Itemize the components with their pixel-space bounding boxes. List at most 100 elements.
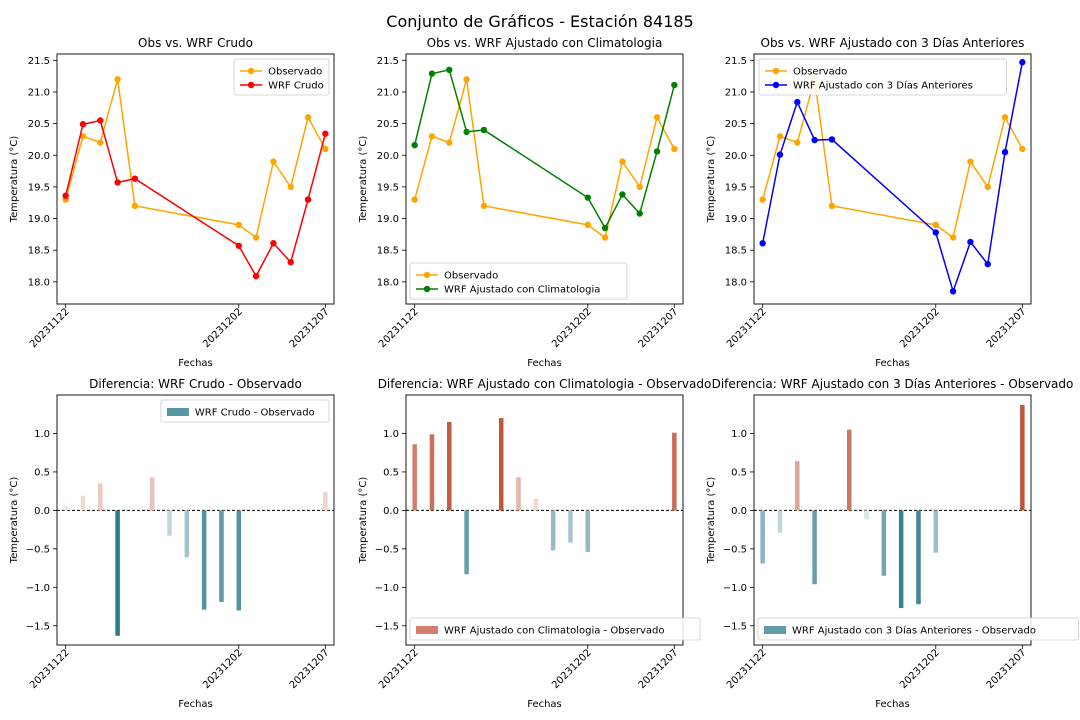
bar <box>812 510 817 585</box>
y-tick-label: −0.5 <box>723 544 747 555</box>
x-tick-label: 20231207 <box>985 306 1029 350</box>
data-point <box>794 139 801 146</box>
bar <box>98 483 103 511</box>
legend-swatch <box>166 408 189 416</box>
data-point <box>776 133 784 140</box>
bar <box>63 505 68 511</box>
data-point <box>446 66 453 74</box>
y-tick-label: −1.0 <box>723 583 747 594</box>
data-point <box>828 136 836 143</box>
series-line <box>761 79 1024 239</box>
data-point <box>601 234 609 241</box>
data-point <box>967 238 974 246</box>
bar <box>236 510 242 611</box>
y-tick-label: 20.0 <box>725 151 747 162</box>
x-tick-label: 20231122 <box>377 306 421 350</box>
chart-panel-2: Obs vs. WRF Ajustado con Climatologia 18.… <box>358 36 684 369</box>
x-tick-label: 20231207 <box>288 306 332 350</box>
axes-frame <box>753 394 1032 646</box>
y-axis-label: Temperatura (°C) <box>358 136 369 224</box>
data-point <box>653 114 661 121</box>
axes-frame <box>56 53 335 305</box>
chart-title: Obs vs. WRF Crudo <box>138 36 253 50</box>
legend-box <box>409 262 628 300</box>
y-tick-label: 0.5 <box>731 467 747 478</box>
x-tick-label: 20231202 <box>550 306 594 350</box>
y-tick-label: 1.0 <box>731 429 747 440</box>
data-point <box>636 210 643 217</box>
legend-swatch <box>416 626 438 634</box>
data-point <box>411 196 418 203</box>
x-tick-label: 20231202 <box>201 647 245 691</box>
x-tick-label: 20231202 <box>201 306 245 350</box>
data-point <box>287 259 294 266</box>
x-axis-label: Fechas <box>527 699 562 710</box>
chart-panel-1: Obs vs. WRF Crudo 18.0 18.5 19.0 19.5 20.0 20.… <box>9 36 335 369</box>
data-point <box>304 196 312 203</box>
x-axis-label: Fechas <box>178 699 213 710</box>
x-axis-label: Fechas <box>875 699 910 710</box>
bar <box>550 510 556 551</box>
y-tick-label: 0.0 <box>731 506 747 517</box>
x-axis-label: Fechas <box>875 358 910 369</box>
y-axis-label: Temperatura (°C) <box>706 477 717 565</box>
bar <box>672 432 677 511</box>
data-point <box>114 179 121 186</box>
bar <box>464 510 469 575</box>
legend-label: WRF Ajustado con 3 Días Anteriores - Obs… <box>792 625 1036 637</box>
data-point <box>794 98 801 106</box>
bar <box>933 510 939 553</box>
legend-marker <box>423 285 431 293</box>
y-tick-label: −1.5 <box>26 621 50 632</box>
legend-label: WRF Ajustado con Climatologia - Observad… <box>444 626 665 637</box>
legend-box <box>758 58 1007 96</box>
y-tick-label: 18.0 <box>725 277 747 288</box>
legend: WRF Ajustado con Climatologia - Observad… <box>409 617 701 641</box>
data-point <box>601 224 609 232</box>
series-line <box>413 79 676 239</box>
data-point <box>828 202 836 210</box>
bar <box>898 510 904 609</box>
legend-box <box>160 399 330 423</box>
data-point <box>932 229 939 236</box>
bar <box>115 510 120 636</box>
data-point <box>252 234 260 241</box>
chart-panel-6: Diferencia: WRF Ajustado con 3 Días Ante… <box>706 377 1080 710</box>
chart-title: Diferencia: WRF Ajustado con Climatologi… <box>378 377 712 391</box>
axes-frame <box>56 394 335 646</box>
y-tick-label: 19.0 <box>377 214 399 225</box>
bar <box>323 491 328 511</box>
x-axis-label: Fechas <box>178 358 213 369</box>
data-point <box>671 145 678 153</box>
data-point <box>619 158 626 165</box>
series-line <box>413 68 676 230</box>
y-tick-label: 21.5 <box>725 56 747 67</box>
y-tick-label: 1.0 <box>383 429 399 440</box>
y-tick-label: 21.5 <box>28 56 50 67</box>
legend: Observado WRF Ajustado con 3 Días Anterio… <box>758 58 1007 96</box>
legend-marker <box>772 67 780 75</box>
y-tick-label: −1.5 <box>375 621 399 632</box>
data-point <box>97 139 104 146</box>
data-point <box>322 145 329 153</box>
bar <box>881 510 887 576</box>
data-point <box>114 76 121 83</box>
legend-marker <box>247 67 255 75</box>
bar <box>760 510 765 564</box>
data-point <box>235 221 242 229</box>
legend: Observado WRF Crudo <box>233 58 330 96</box>
axes-frame <box>405 394 684 646</box>
bar <box>916 510 921 605</box>
y-axis-label: Temperatura (°C) <box>9 136 20 224</box>
data-point <box>287 183 294 191</box>
y-tick-label: 18.5 <box>377 246 399 257</box>
bar <box>429 434 435 511</box>
data-point <box>463 128 470 136</box>
bar <box>219 510 224 602</box>
chart-title: Obs vs. WRF Ajustado con Climatologia <box>427 36 663 50</box>
y-tick-label: 0.5 <box>34 467 50 478</box>
data-point <box>131 202 139 210</box>
x-tick-label: 20231122 <box>725 306 769 350</box>
y-tick-label: 18.5 <box>28 246 50 257</box>
data-point <box>322 130 329 137</box>
